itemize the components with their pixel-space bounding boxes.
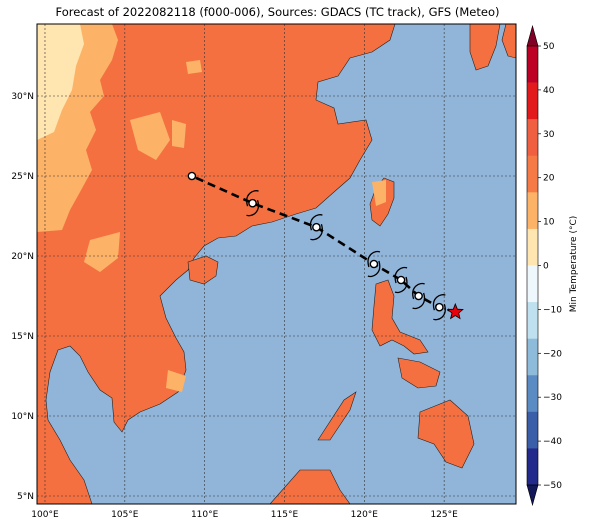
- cyclone-symbol-icon: [367, 260, 381, 278]
- cool-patch-4: [166, 370, 186, 392]
- colorbar-tick-label: −30: [543, 393, 562, 403]
- colorbar-tick-label: 40: [543, 86, 555, 96]
- lon-tick-label: 115°E: [271, 510, 299, 520]
- lon-axis: 100°E 105°E 110°E 115°E 120°E 125°E: [31, 510, 458, 520]
- map-title: Forecast of 2022082118 (f000-006), Sourc…: [55, 5, 500, 19]
- borneo: [269, 469, 351, 504]
- colorbar-tick-label: 10: [543, 218, 555, 228]
- cyclone-symbol-icon: [246, 200, 260, 217]
- cyclone-symbol-icon: [412, 292, 426, 310]
- gridlines: [37, 24, 516, 504]
- colorbar-segment: [527, 265, 538, 303]
- colorbar-segment: [527, 46, 538, 83]
- mainland-asia: [37, 24, 396, 504]
- track-point: [396, 275, 406, 285]
- colorbar-segment: [527, 302, 538, 339]
- cyclone-symbol-icon: [412, 282, 425, 300]
- cyclone-symbol-icon: [310, 224, 323, 241]
- current-position-star-icon: [446, 302, 464, 320]
- colorbar-segment: [527, 375, 538, 413]
- cyclone-symbol-icon: [394, 266, 408, 284]
- track-point: [187, 171, 197, 181]
- lon-tick-label: 110°E: [191, 510, 219, 520]
- cyclone-symbol-icon: [367, 250, 381, 268]
- colorbar-tick-label: 0: [543, 262, 549, 272]
- cool-patch-2: [84, 232, 120, 272]
- colorbar-segment: [527, 411, 538, 449]
- colorbar-extend-bottom: [526, 484, 539, 507]
- colorbar-segment: [527, 338, 538, 376]
- colorbar-segment: [527, 192, 538, 230]
- colorbar-tick-label: −40: [543, 437, 562, 447]
- luzon: [371, 279, 429, 355]
- track-point: [435, 302, 444, 312]
- colorbar-tick-label: 50: [543, 42, 555, 52]
- colorbar-tick-label: −20: [543, 349, 562, 359]
- colorbar-tick-label: 30: [543, 130, 555, 140]
- colorbar-tick-label: 20: [543, 174, 555, 184]
- cool-patch-3: [172, 120, 186, 148]
- coldest-region: [37, 24, 84, 140]
- lon-tick-label: 105°E: [111, 510, 139, 520]
- cyclone-symbol-icon: [394, 276, 408, 294]
- cool-patch-5: [372, 180, 386, 206]
- visayas: [397, 357, 441, 389]
- colorbar-extend-top: [526, 24, 539, 47]
- colorbar-segment: [527, 448, 538, 486]
- track-point: [369, 259, 379, 269]
- track-point: [248, 198, 257, 208]
- cool-patch-6: [186, 60, 202, 74]
- cool-patch-1: [130, 112, 170, 160]
- colorbar-segment: [527, 82, 538, 120]
- lat-tick-label: 25°N: [11, 172, 34, 182]
- lat-tick-label: 5°N: [17, 492, 34, 502]
- colorbar-segment: [527, 155, 538, 193]
- cyclone-symbol-icon: [433, 304, 446, 321]
- tc-track: [187, 171, 464, 321]
- track-point: [312, 222, 321, 232]
- cyclone-symbol-icon: [246, 190, 259, 207]
- cyclone-symbol-icon: [432, 294, 446, 311]
- colorbar-segment: [527, 119, 538, 157]
- colorbar-segment: [527, 228, 538, 266]
- lat-tick-label: 10°N: [11, 412, 34, 422]
- colorbar-tick-label: −50: [543, 481, 562, 491]
- map-frame: [36, 23, 517, 505]
- land-layer: [37, 24, 516, 504]
- colorbar-tick-label: −10: [543, 305, 562, 315]
- mindanao: [417, 399, 475, 469]
- lat-axis: 5°N 10°N 15°N 20°N 25°N 30°N: [11, 92, 34, 502]
- lat-tick-label: 20°N: [11, 252, 34, 262]
- lon-tick-label: 100°E: [31, 510, 59, 520]
- japan-south: [501, 24, 516, 59]
- lat-tick-label: 30°N: [11, 92, 34, 102]
- track-point: [414, 291, 423, 301]
- lon-tick-label: 120°E: [351, 510, 379, 520]
- lon-tick-label: 125°E: [430, 510, 458, 520]
- cyclone-symbol-icon: [309, 214, 323, 231]
- colorbar-label: Min Temperature (°C): [569, 216, 579, 313]
- lat-tick-label: 15°N: [11, 332, 34, 342]
- korea: [469, 24, 501, 71]
- colorbar: 50 40 30 20 10 0 −10 −20 −30 −40 −50: [526, 24, 562, 507]
